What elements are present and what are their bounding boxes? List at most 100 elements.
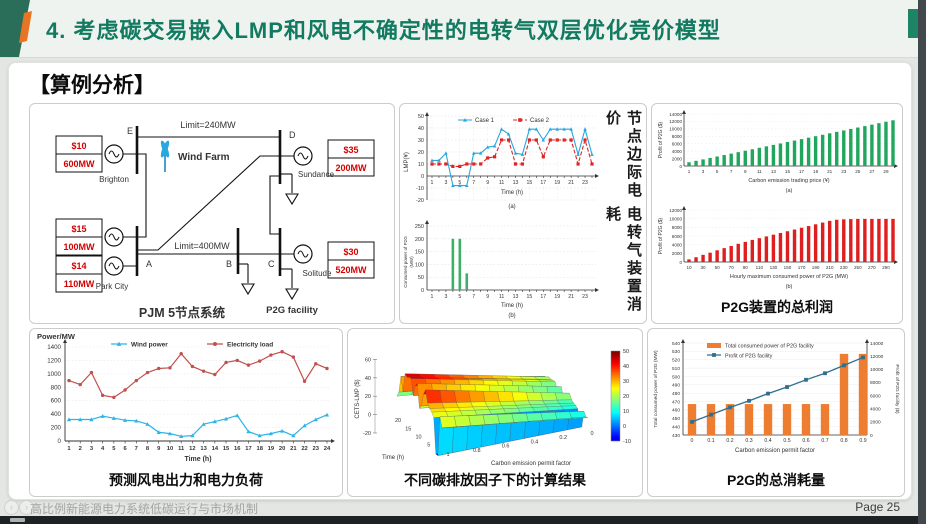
svg-text:8000: 8000: [672, 134, 683, 139]
svg-text:0.2: 0.2: [559, 435, 567, 441]
svg-text:230: 230: [840, 265, 848, 270]
svg-text:11: 11: [757, 169, 762, 174]
svg-text:270: 270: [868, 265, 876, 270]
prev-button[interactable]: ‹: [4, 500, 19, 515]
svg-text:10000: 10000: [669, 127, 682, 132]
svg-text:150: 150: [415, 250, 424, 256]
svg-text:0: 0: [691, 438, 694, 444]
svg-text:0.8: 0.8: [473, 448, 481, 454]
svg-text:(b): (b): [786, 284, 793, 290]
svg-text:3: 3: [444, 294, 447, 300]
svg-text:400: 400: [51, 411, 62, 418]
svg-text:0: 0: [368, 413, 371, 419]
right-edge-bar: [918, 0, 926, 524]
svg-text:P2G facility: P2G facility: [266, 305, 318, 316]
panel-p2g-profit: 0 2000 4000 6000 8000 10000 12000 14000 1 3 5 7 9 11 1…: [651, 103, 903, 324]
svg-text:Case 1: Case 1: [475, 118, 495, 124]
svg-text:100: 100: [415, 262, 424, 268]
svg-text:250: 250: [415, 224, 424, 230]
svg-text:30: 30: [418, 138, 424, 144]
content-panel: 【算例分析】 Wind Farm $10 600MW $35 200MW $15 100MW…: [8, 62, 912, 500]
svg-text:9: 9: [157, 446, 161, 452]
svg-text:(MW): (MW): [409, 256, 414, 268]
svg-text:20: 20: [365, 394, 371, 400]
svg-text:8000: 8000: [672, 225, 683, 230]
svg-text:(b): (b): [508, 313, 515, 319]
svg-text:150: 150: [784, 265, 792, 270]
svg-text:7: 7: [472, 180, 475, 186]
svg-text:520MW: 520MW: [335, 265, 367, 275]
svg-text:9: 9: [486, 180, 489, 186]
svg-text:40: 40: [418, 126, 424, 132]
svg-text:5: 5: [427, 443, 430, 449]
svg-text:1: 1: [431, 294, 434, 300]
svg-text:Carbon emission permit factor: Carbon emission permit factor: [491, 461, 571, 467]
svg-text:50: 50: [715, 265, 721, 270]
svg-text:3: 3: [444, 180, 447, 186]
svg-text:24: 24: [324, 446, 331, 452]
svg-text:25: 25: [855, 169, 861, 174]
svg-text:460: 460: [672, 408, 680, 414]
svg-text:E: E: [127, 126, 133, 136]
svg-text:Consumed power of P2G: Consumed power of P2G: [403, 236, 408, 288]
svg-text:$10: $10: [71, 141, 86, 151]
svg-text:200: 200: [51, 425, 62, 432]
svg-text:$35: $35: [343, 145, 358, 155]
svg-text:12000: 12000: [669, 208, 682, 213]
cets-lmp-3d-surface: -20 0 20 40 60 5 10 15 20 1 0.8 0.6 0.4 0.2 0 Time (h) C…: [355, 349, 631, 467]
svg-text:14: 14: [212, 446, 219, 452]
svg-text:13: 13: [771, 169, 777, 174]
svg-text:$14: $14: [71, 261, 86, 271]
svg-text:520: 520: [672, 358, 680, 364]
svg-text:4000: 4000: [870, 407, 881, 413]
svg-text:20: 20: [623, 394, 629, 400]
svg-text:21: 21: [568, 294, 574, 300]
svg-text:29: 29: [883, 169, 889, 174]
svg-text:0.9: 0.9: [859, 438, 866, 444]
svg-text:9: 9: [744, 169, 747, 174]
svg-text:30: 30: [701, 265, 707, 270]
svg-text:3: 3: [90, 446, 94, 452]
titlebar-green-tab: [908, 9, 918, 38]
svg-text:21: 21: [290, 446, 297, 452]
svg-text:40: 40: [365, 376, 371, 382]
svg-text:50: 50: [418, 114, 424, 120]
svg-text:Wind Farm: Wind Farm: [178, 152, 230, 163]
svg-text:600: 600: [51, 398, 62, 405]
svg-text:10: 10: [623, 409, 629, 415]
svg-text:13: 13: [513, 294, 519, 300]
svg-text:10000: 10000: [669, 216, 682, 221]
svg-text:Total consumed power of P2G fa: Total consumed power of P2G facility: [725, 344, 814, 350]
svg-text:21: 21: [827, 169, 833, 174]
svg-text:440: 440: [672, 424, 680, 430]
svg-text:$15: $15: [71, 224, 86, 234]
svg-text:0.2: 0.2: [726, 438, 733, 444]
svg-text:14000: 14000: [669, 112, 682, 117]
svg-text:Time (h): Time (h): [501, 190, 523, 196]
svg-text:21: 21: [568, 180, 574, 186]
svg-text:14000: 14000: [870, 341, 884, 347]
profit-vs-max-power-chart: 0 2000 4000 6000 8000 10000 12000 10 30 50 70 90 110…: [658, 206, 898, 290]
next-button[interactable]: ›: [19, 500, 34, 515]
svg-text:2000: 2000: [672, 156, 683, 161]
svg-text:4: 4: [101, 446, 105, 452]
panel-surface: -20 0 20 40 60 5 10 15 20 1 0.8 0.6 0.4 0.2 0 Time (h) C…: [347, 328, 643, 497]
caption-p2g-device-consumption: 电转气装置消耗: [604, 205, 642, 314]
svg-text:Time (h): Time (h): [501, 303, 523, 309]
svg-text:19: 19: [268, 446, 275, 452]
titlebar-corner-decoration: [0, 0, 32, 57]
svg-text:12000: 12000: [669, 119, 682, 124]
svg-text:12000: 12000: [870, 354, 884, 360]
svg-text:13: 13: [513, 180, 519, 186]
svg-text:0: 0: [679, 164, 682, 169]
svg-text:16: 16: [234, 446, 241, 452]
panel-lmp-and-consumption: -20 -10 0 10 20 30 40 50 1 3 5 7 9 11 13 15 17 19 21 23 Case…: [399, 103, 647, 324]
svg-text:PJM 5节点系统: PJM 5节点系统: [139, 305, 226, 320]
bottom-bar: [0, 516, 918, 524]
panel-pjm-diagram: Wind Farm $10 600MW $35 200MW $15 100MW $14 110M…: [29, 103, 395, 324]
svg-text:(a): (a): [786, 188, 793, 194]
svg-text:$30: $30: [343, 247, 358, 257]
svg-text:0.6: 0.6: [502, 444, 510, 450]
